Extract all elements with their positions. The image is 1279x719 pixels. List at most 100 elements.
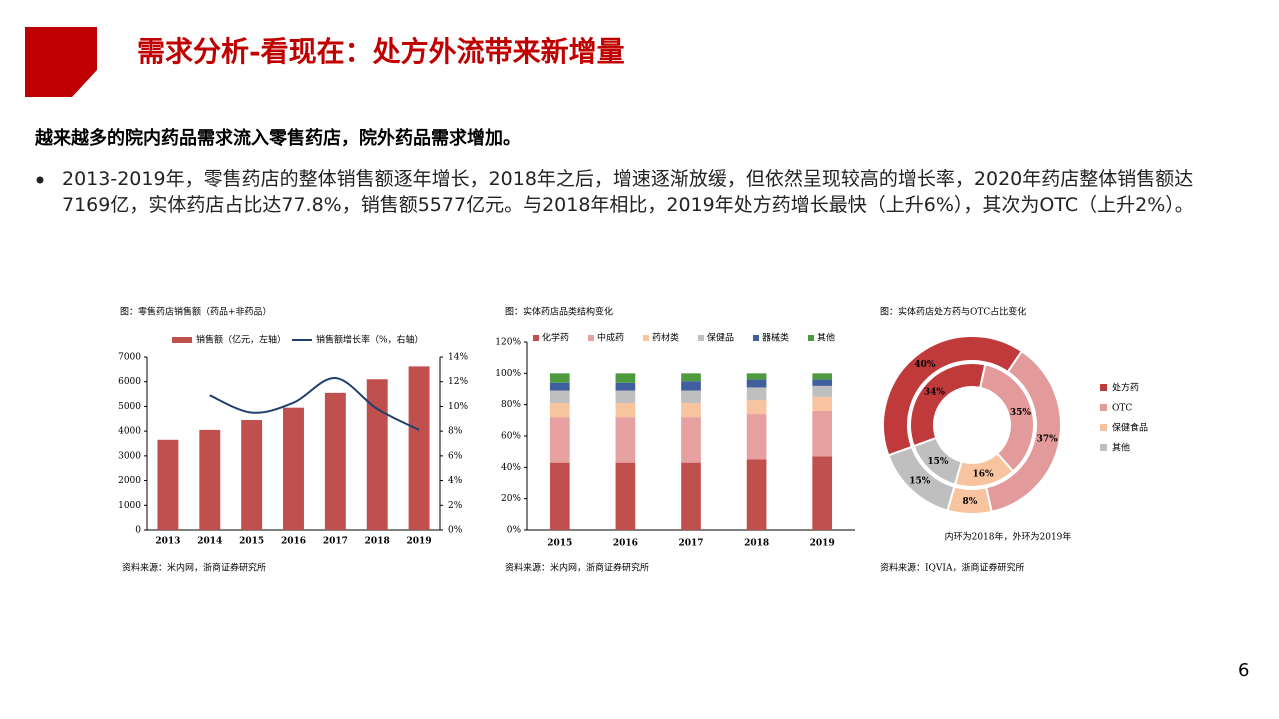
legend-swatch bbox=[1100, 384, 1107, 391]
bar-segment bbox=[812, 456, 833, 530]
value-label: 15% bbox=[909, 476, 931, 486]
legend-swatch bbox=[533, 335, 539, 341]
bar-segment bbox=[615, 462, 636, 530]
y-tick-label: 0% bbox=[507, 526, 522, 536]
bar-segment bbox=[615, 417, 636, 463]
bar bbox=[157, 439, 179, 530]
bar-segment bbox=[681, 381, 701, 391]
value-label: 37% bbox=[1037, 435, 1059, 445]
y-tick-label: 40% bbox=[501, 463, 521, 473]
y2-tick-label: 10% bbox=[448, 402, 468, 412]
bar-segment bbox=[615, 373, 636, 383]
bar bbox=[366, 379, 388, 530]
bar-segment bbox=[549, 417, 570, 463]
chart-source: 资料来源：IQVIA，浙商证券研究所 bbox=[880, 562, 1025, 574]
y-tick-label: 6000 bbox=[118, 377, 141, 387]
chart-source: 资料来源：米内网，浙商证券研究所 bbox=[122, 562, 266, 574]
x-tick-label: 2018 bbox=[744, 539, 769, 549]
legend-swatch bbox=[1100, 444, 1107, 451]
bar-segment bbox=[681, 390, 701, 404]
value-label: 15% bbox=[927, 457, 949, 467]
value-label: 34% bbox=[924, 388, 946, 398]
y2-tick-label: 8% bbox=[448, 427, 463, 437]
slide-title: 需求分析-看现在：处方外流带来新增量 bbox=[137, 35, 625, 68]
y-tick-label: 1000 bbox=[118, 501, 141, 511]
x-tick-label: 2014 bbox=[197, 537, 222, 547]
legend-swatch bbox=[643, 335, 649, 341]
bullet-text: 2013-2019年，零售药店的整体销售额逐年增长，2018年之后，增速逐渐放缓… bbox=[62, 168, 1194, 216]
y2-tick-label: 6% bbox=[448, 451, 463, 461]
bar-segment bbox=[681, 403, 701, 418]
y-tick-label: 80% bbox=[501, 400, 521, 410]
legend-swatch bbox=[1100, 404, 1107, 411]
bar-segment bbox=[681, 373, 701, 382]
legend-swatch bbox=[588, 335, 594, 341]
bar-segment bbox=[746, 373, 767, 380]
bar-segment bbox=[549, 382, 570, 391]
legend-label: 中成药 bbox=[597, 332, 624, 344]
y2-tick-label: 0% bbox=[448, 526, 463, 536]
legend-label: 其他 bbox=[817, 332, 835, 344]
bar-segment bbox=[746, 387, 767, 400]
legend-label: 销售额（亿元，左轴） bbox=[196, 334, 286, 346]
bar-segment bbox=[812, 410, 833, 457]
legend-label: 其他 bbox=[1112, 442, 1130, 454]
legend-swatch bbox=[698, 335, 704, 341]
bar-segment bbox=[746, 379, 767, 388]
page-number: 6 bbox=[1238, 660, 1250, 681]
bar-segment bbox=[812, 396, 833, 411]
value-label: 8% bbox=[962, 497, 977, 507]
chart-title: 图：零售药店销售额（药品+非药品） bbox=[120, 306, 272, 318]
legend-label: 销售额增长率（%，右轴） bbox=[316, 334, 424, 346]
x-tick-label: 2017 bbox=[323, 537, 348, 547]
x-tick-label: 2019 bbox=[810, 539, 835, 549]
x-tick-label: 2019 bbox=[407, 537, 432, 547]
legend-swatch bbox=[808, 335, 814, 341]
y-tick-label: 2000 bbox=[118, 476, 141, 486]
bar-segment bbox=[549, 462, 570, 530]
bar-segment bbox=[615, 390, 636, 404]
bar bbox=[408, 366, 430, 530]
bar-segment bbox=[812, 379, 833, 386]
bullet-dot bbox=[36, 176, 44, 184]
y-tick-label: 100% bbox=[495, 369, 521, 379]
bar-segment bbox=[681, 417, 701, 463]
legend-label: OTC bbox=[1112, 404, 1132, 414]
donut-slice bbox=[909, 362, 987, 448]
y2-tick-label: 4% bbox=[448, 476, 463, 486]
donut-slice bbox=[887, 445, 956, 512]
bar bbox=[241, 420, 263, 530]
chart-title: 图：实体药店处方药与OTC占比变化 bbox=[880, 306, 1026, 318]
chart-source: 资料来源：米内网，浙商证券研究所 bbox=[505, 562, 649, 574]
bar-segment bbox=[615, 382, 636, 391]
x-tick-label: 2013 bbox=[155, 537, 180, 547]
chart-title: 图：实体药店品类结构变化 bbox=[505, 306, 613, 318]
y-tick-label: 4000 bbox=[118, 427, 141, 437]
bar-segment bbox=[681, 462, 701, 530]
y-tick-label: 120% bbox=[495, 338, 521, 348]
bar bbox=[283, 407, 304, 530]
value-label: 40% bbox=[914, 360, 936, 370]
bar-segment bbox=[549, 390, 570, 404]
donut-slice bbox=[912, 436, 963, 486]
value-label: 35% bbox=[1010, 408, 1032, 418]
x-tick-label: 2017 bbox=[678, 539, 703, 549]
bar-segment bbox=[812, 385, 833, 397]
bar-segment bbox=[549, 403, 570, 418]
x-tick-label: 2016 bbox=[613, 539, 638, 549]
y-tick-label: 7000 bbox=[118, 353, 141, 363]
y-tick-label: 3000 bbox=[118, 451, 141, 461]
y-tick-label: 0 bbox=[135, 526, 141, 536]
legend-swatch bbox=[753, 335, 759, 341]
y-tick-label: 60% bbox=[501, 432, 521, 442]
legend-label: 保健食品 bbox=[1112, 422, 1148, 434]
legend-swatch bbox=[1100, 424, 1107, 431]
legend-label: 化学药 bbox=[542, 332, 569, 344]
y-tick-label: 20% bbox=[501, 494, 521, 504]
chart-note: 内环为2018年，外环为2019年 bbox=[945, 531, 1072, 543]
bar-segment bbox=[746, 414, 767, 460]
bar-segment bbox=[812, 373, 833, 380]
x-tick-label: 2016 bbox=[281, 537, 306, 547]
legend-label: 器械类 bbox=[762, 332, 789, 344]
